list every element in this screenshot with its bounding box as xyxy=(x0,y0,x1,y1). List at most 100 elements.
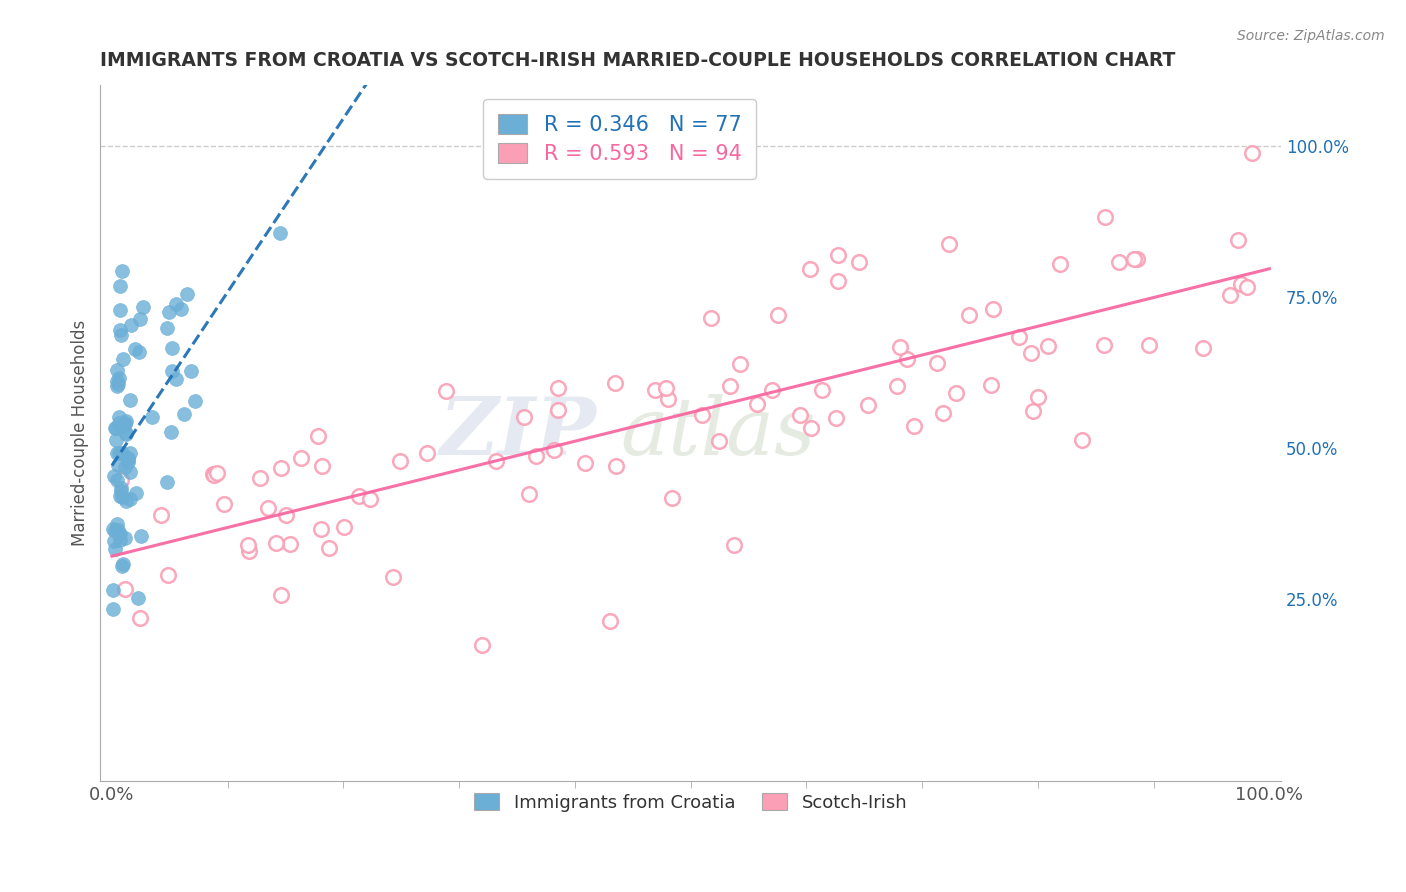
Point xyxy=(132,300,155,314)
Point xyxy=(957,309,980,323)
Point xyxy=(160,342,183,356)
Point xyxy=(128,610,150,624)
Point xyxy=(709,434,731,448)
Point xyxy=(1240,145,1263,160)
Point xyxy=(104,433,127,447)
Text: Source: ZipAtlas.com: Source: ZipAtlas.com xyxy=(1237,29,1385,43)
Point xyxy=(110,328,132,343)
Point xyxy=(115,414,138,428)
Point xyxy=(165,372,187,386)
Point xyxy=(603,376,626,390)
Point xyxy=(359,491,381,506)
Point xyxy=(332,519,354,533)
Point xyxy=(524,450,547,464)
Point xyxy=(825,411,848,425)
Point xyxy=(290,451,312,466)
Point xyxy=(699,310,721,325)
Point xyxy=(108,279,131,293)
Point xyxy=(105,379,128,393)
Point xyxy=(848,255,870,269)
Point xyxy=(128,312,150,326)
Point xyxy=(115,425,138,440)
Point xyxy=(655,381,678,395)
Point xyxy=(1094,210,1116,224)
Point xyxy=(114,426,136,441)
Point xyxy=(127,591,149,606)
Point xyxy=(1123,252,1146,267)
Point xyxy=(810,383,832,397)
Point xyxy=(543,442,565,457)
Point xyxy=(768,308,790,322)
Point xyxy=(156,321,179,335)
Point xyxy=(117,455,139,469)
Point xyxy=(156,568,179,582)
Point xyxy=(159,425,181,439)
Point xyxy=(1008,329,1031,343)
Point xyxy=(318,541,340,555)
Point xyxy=(800,421,823,435)
Point xyxy=(105,517,128,532)
Point xyxy=(1191,341,1213,355)
Point xyxy=(107,458,129,472)
Point xyxy=(827,274,849,288)
Point xyxy=(1070,433,1092,447)
Point xyxy=(110,473,132,487)
Point xyxy=(311,522,333,536)
Point xyxy=(270,588,292,602)
Point xyxy=(1219,288,1241,302)
Point xyxy=(471,638,494,652)
Point xyxy=(938,237,960,252)
Point xyxy=(129,529,152,543)
Point xyxy=(105,363,128,377)
Text: ZIP: ZIP xyxy=(439,394,596,472)
Point xyxy=(718,379,741,393)
Point xyxy=(157,305,180,319)
Point xyxy=(1022,403,1045,417)
Point xyxy=(110,446,132,460)
Point xyxy=(1026,390,1049,404)
Point xyxy=(574,456,596,470)
Point xyxy=(274,508,297,522)
Point xyxy=(661,491,683,505)
Point xyxy=(118,392,141,407)
Point xyxy=(180,364,202,378)
Point xyxy=(156,475,179,489)
Point xyxy=(108,533,131,547)
Point xyxy=(114,417,136,431)
Point xyxy=(270,461,292,475)
Point xyxy=(204,467,226,482)
Point xyxy=(723,538,745,552)
Point xyxy=(278,536,301,550)
Point xyxy=(111,558,134,573)
Point xyxy=(657,392,679,406)
Point xyxy=(105,445,128,459)
Point xyxy=(925,356,948,370)
Point xyxy=(896,351,918,366)
Point xyxy=(1227,233,1250,247)
Point xyxy=(945,386,967,401)
Point xyxy=(114,531,136,545)
Point xyxy=(173,407,195,421)
Point xyxy=(547,381,569,395)
Point xyxy=(212,497,235,511)
Point xyxy=(932,406,955,420)
Point xyxy=(269,227,291,241)
Point xyxy=(104,421,127,435)
Point xyxy=(117,451,139,466)
Text: IMMIGRANTS FROM CROATIA VS SCOTCH-IRISH MARRIED-COUPLE HOUSEHOLDS CORRELATION CH: IMMIGRANTS FROM CROATIA VS SCOTCH-IRISH … xyxy=(100,51,1175,70)
Point xyxy=(827,247,849,261)
Point xyxy=(105,374,128,388)
Point xyxy=(104,524,127,538)
Point xyxy=(108,323,131,337)
Point xyxy=(1092,337,1115,351)
Point xyxy=(1137,338,1160,352)
Point xyxy=(249,471,271,485)
Point xyxy=(108,370,131,384)
Point xyxy=(111,264,134,278)
Point xyxy=(1108,255,1130,269)
Point xyxy=(176,286,198,301)
Point xyxy=(599,614,621,628)
Point xyxy=(120,446,142,460)
Point xyxy=(1019,345,1042,359)
Point xyxy=(1236,279,1258,293)
